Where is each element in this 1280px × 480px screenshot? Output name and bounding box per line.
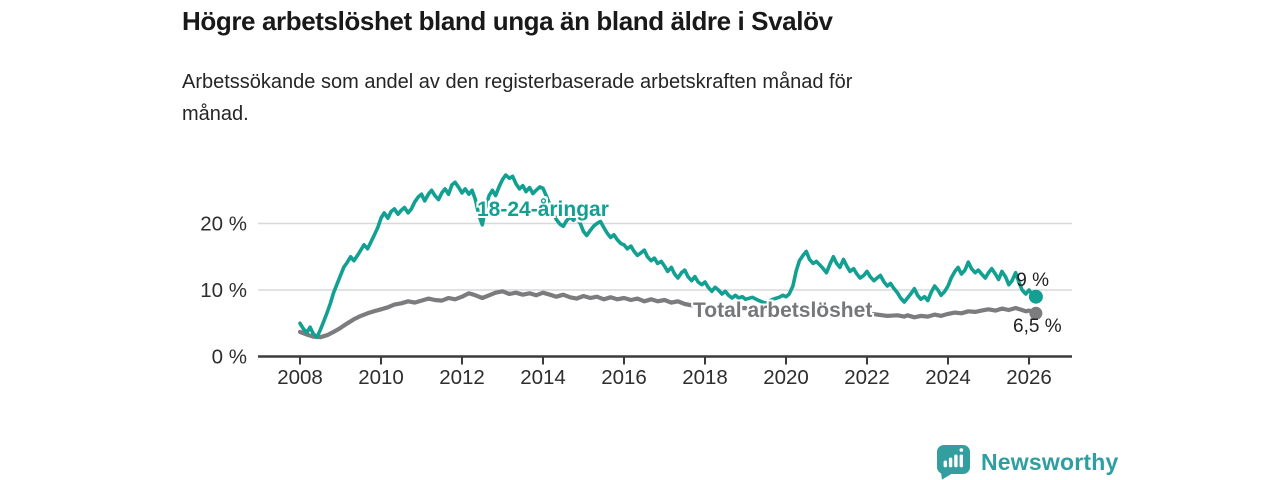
chart-title: Högre arbetslöshet bland unga än bland ä… (182, 6, 833, 36)
series-label-total: Total arbetslöshet (693, 299, 873, 322)
series-label-youth: 18-24-åringar (477, 198, 609, 221)
chart-subtitle-line1: Arbetssökande som andel av den registerb… (182, 71, 853, 93)
svg-text:2020: 2020 (763, 366, 809, 389)
svg-text:2014: 2014 (520, 366, 566, 389)
svg-text:2010: 2010 (358, 366, 404, 389)
svg-text:10 %: 10 % (200, 279, 247, 302)
svg-text:2018: 2018 (682, 366, 728, 389)
end-value-youth: 9 % (1016, 270, 1049, 291)
chart-subtitle-line2: månad. (182, 103, 249, 125)
chart-subtitle: Arbetssökande som andel av den registerb… (182, 66, 852, 130)
svg-text:20 %: 20 % (200, 213, 247, 236)
newsworthy-logo: Newsworthy (936, 444, 1118, 480)
svg-text:2012: 2012 (439, 366, 485, 389)
svg-text:2024: 2024 (925, 366, 971, 389)
svg-text:2022: 2022 (844, 366, 890, 389)
end-value-total: 6,5 % (1013, 316, 1062, 337)
bar-chart-speech-bubble-icon (937, 445, 970, 480)
svg-text:2008: 2008 (277, 366, 323, 389)
svg-text:2016: 2016 (601, 366, 647, 389)
newsworthy-wordmark: Newsworthy (981, 448, 1119, 475)
svg-text:0 %: 0 % (212, 346, 247, 369)
svg-text:2026: 2026 (1006, 366, 1052, 389)
